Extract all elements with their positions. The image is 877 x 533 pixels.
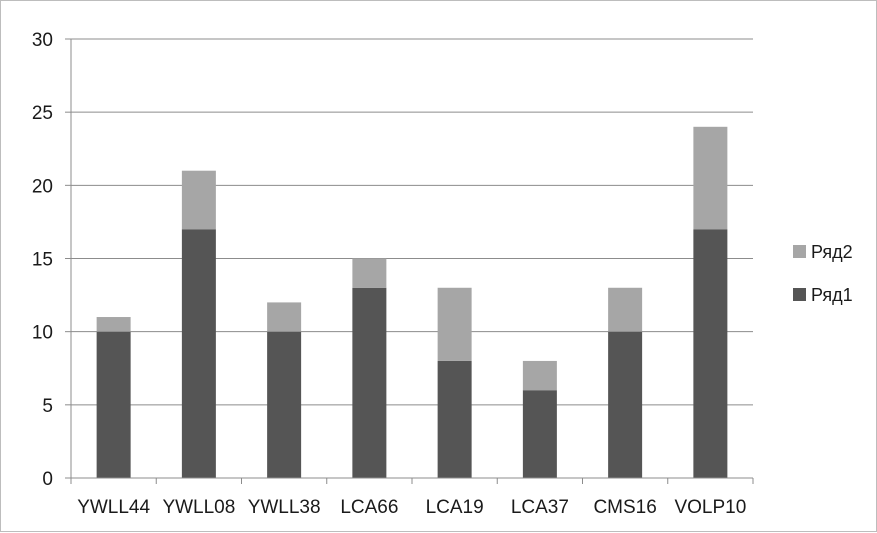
y-tick-label: 25 [32, 103, 53, 124]
x-tick-label: VOLP10 [674, 497, 746, 518]
bar-LCA66-1 [352, 287, 387, 478]
legend-swatch-1 [793, 288, 806, 301]
bar-LCA66-2 [352, 258, 387, 288]
x-tick-label: CMS16 [593, 497, 656, 518]
axes [65, 38, 754, 484]
bar-CMS16-1 [608, 331, 643, 478]
legend-label: Ряд2 [811, 242, 853, 262]
bar-YWLL44-1 [96, 331, 131, 478]
bar-YWLL44-2 [96, 317, 131, 332]
y-tick-label: 0 [42, 469, 53, 490]
x-tick-label: YWLL44 [77, 497, 150, 518]
bar-YWLL38-2 [267, 302, 302, 332]
y-tick-label: 15 [32, 250, 53, 271]
bar-LCA37-1 [522, 390, 557, 478]
bar-YWLL38-1 [267, 331, 302, 478]
legend: Ряд2 Ряд1 [793, 242, 853, 305]
y-tick-label: 20 [32, 176, 53, 197]
labels: 0 5 10 15 20 25 30 YWLL44 YWLL08 YWLL38 LCA66 LCA19… [32, 30, 746, 518]
bar-CMS16-2 [608, 287, 643, 332]
bar-YWLL08-1 [181, 229, 216, 478]
gridlines [71, 38, 753, 406]
x-tick-label: LCA66 [340, 497, 398, 518]
y-tick-label: 30 [32, 30, 53, 51]
x-tick-label: LCA19 [426, 497, 484, 518]
x-tick-label: LCA37 [511, 497, 569, 518]
bar-VOLP10-1 [693, 229, 728, 478]
legend-label: Ряд1 [811, 285, 853, 305]
y-tick-label: 10 [32, 323, 53, 344]
bars [96, 126, 728, 478]
bar-LCA19-1 [437, 360, 472, 478]
y-tick-label: 5 [42, 396, 53, 417]
bar-LCA19-2 [437, 287, 472, 361]
bar-LCA37-2 [522, 360, 557, 391]
legend-swatch-2 [793, 245, 806, 258]
x-tick-label: YWLL08 [162, 497, 235, 518]
bar-VOLP10-2 [693, 126, 728, 230]
bar-YWLL08-2 [181, 170, 216, 230]
x-tick-label: YWLL38 [248, 497, 321, 518]
